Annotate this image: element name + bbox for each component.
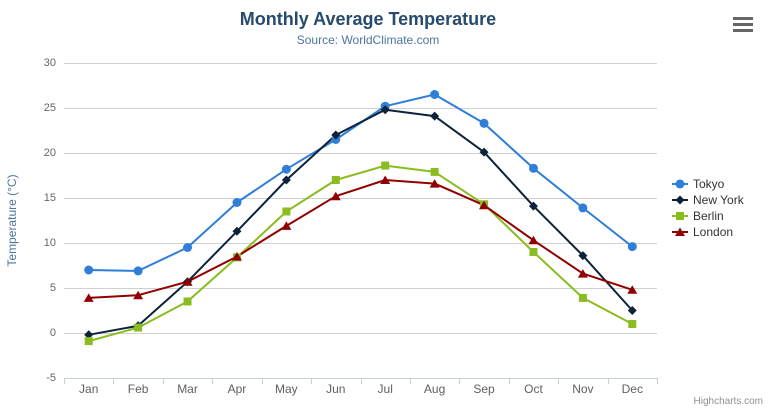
legend-item-new-york[interactable]: New York	[672, 192, 744, 207]
legend-label: New York	[693, 192, 744, 207]
data-point-tokyo[interactable]	[578, 203, 588, 213]
data-point-new-york[interactable]	[380, 105, 390, 115]
data-point-berlin	[676, 211, 684, 220]
data-point-new-york[interactable]	[479, 147, 489, 157]
x-axis-label: Mar	[177, 382, 198, 396]
x-axis-label: Sep	[473, 382, 495, 396]
data-point-new-york[interactable]	[528, 201, 538, 211]
x-axis-labels: Jan Feb Mar Apr May Jun Jul Aug Sep Oct Nov Dec	[0, 382, 769, 398]
data-point-london[interactable]	[231, 252, 242, 261]
data-point-berlin[interactable]	[331, 176, 340, 184]
data-point-berlin[interactable]	[282, 207, 291, 216]
data-point-london[interactable]	[133, 290, 144, 300]
data-point-tokyo[interactable]	[84, 265, 94, 275]
y-axis-label: -5	[46, 372, 56, 384]
data-point-london[interactable]	[330, 191, 341, 201]
chart-title: Monthly Average Temperature	[239, 9, 497, 29]
data-point-london[interactable]	[83, 293, 94, 302]
data-point-tokyo[interactable]	[183, 243, 193, 252]
data-point-new-york[interactable]	[281, 175, 291, 185]
data-point-london[interactable]	[627, 285, 638, 294]
data-point-tokyo[interactable]	[479, 118, 489, 128]
data-point-berlin[interactable]	[84, 337, 93, 346]
legend-marker-square-icon	[672, 211, 688, 220]
legend-item-london[interactable]: London	[672, 224, 744, 239]
data-point-berlin[interactable]	[183, 297, 192, 306]
legend-marker-triangle-icon	[672, 227, 688, 236]
data-point-london[interactable]	[380, 175, 391, 185]
legend-item-tokyo[interactable]: Tokyo	[672, 176, 744, 191]
data-point-new-york[interactable]	[578, 251, 588, 261]
hamburger-icon	[733, 23, 753, 26]
x-axis-label: Jan	[79, 382, 99, 396]
data-point-berlin[interactable]	[134, 323, 143, 332]
data-point-berlin[interactable]	[628, 320, 637, 328]
data-point-berlin[interactable]	[578, 293, 587, 302]
series-line-london[interactable]	[87, 179, 634, 299]
y-axis-labels: -5 0 5 10 15 20 25 30	[16, 0, 56, 416]
data-point-london[interactable]	[429, 179, 440, 188]
series-line-tokyo[interactable]	[87, 93, 634, 272]
data-point-berlin[interactable]	[381, 161, 390, 170]
data-point-london[interactable]	[528, 235, 539, 245]
legend-label: London	[693, 224, 734, 239]
data-point-london[interactable]	[479, 200, 490, 210]
x-axis-label: Apr	[227, 382, 247, 396]
hamburger-icon	[733, 29, 753, 32]
legend-marker-diamond-icon	[672, 195, 688, 204]
y-axis-label: 30	[43, 57, 56, 69]
credits-link[interactable]: Highcharts.com	[693, 396, 763, 407]
x-axis-label: Dec	[621, 382, 643, 396]
legend-marker-circle-icon	[672, 179, 688, 188]
x-axis-label: Nov	[572, 382, 594, 396]
y-axis-label: 25	[43, 102, 56, 114]
x-axis-label: Oct	[524, 382, 543, 396]
data-point-berlin[interactable]	[529, 248, 538, 256]
data-point-new-york[interactable]	[430, 111, 440, 121]
legend: Tokyo New York Berlin London	[672, 177, 744, 241]
data-point-tokyo[interactable]	[281, 164, 291, 174]
data-point-new-york	[675, 195, 685, 204]
y-axis-label: 20	[43, 147, 56, 159]
y-axis-label: 0	[49, 327, 56, 339]
y-axis-title: Temperature (°C)	[5, 174, 19, 266]
data-point-london[interactable]	[577, 269, 588, 278]
y-axis-label: 5	[49, 282, 56, 294]
series-line-berlin[interactable]	[87, 164, 634, 343]
data-point-tokyo[interactable]	[430, 90, 440, 99]
data-point-new-york[interactable]	[627, 306, 637, 315]
data-point-tokyo[interactable]	[528, 163, 538, 173]
data-point-new-york[interactable]	[232, 226, 242, 236]
x-axis-label: Jul	[377, 382, 393, 396]
series-line-new-york[interactable]	[87, 108, 634, 336]
hamburger-icon	[733, 17, 753, 20]
data-point-berlin[interactable]	[430, 167, 439, 176]
data-point-london[interactable]	[281, 221, 292, 230]
chart-subtitle: Source: WorldClimate.com	[296, 33, 440, 47]
x-axis-label: May	[275, 382, 298, 396]
legend-item-berlin[interactable]: Berlin	[672, 208, 744, 223]
context-menu-button[interactable]	[731, 16, 755, 33]
data-point-new-york[interactable]	[331, 130, 341, 140]
data-point-new-york[interactable]	[84, 330, 94, 340]
x-axis-label: Aug	[423, 382, 446, 396]
data-point-tokyo[interactable]	[627, 242, 637, 252]
legend-label: Tokyo	[693, 176, 725, 191]
x-axis-label: Jun	[326, 382, 346, 396]
y-axis-label: 15	[43, 192, 56, 204]
data-point-tokyo[interactable]	[133, 266, 143, 276]
y-axis-label: 10	[43, 237, 56, 249]
x-axis-label: Feb	[127, 382, 149, 396]
data-point-london[interactable]	[182, 277, 193, 286]
data-point-tokyo	[675, 179, 685, 188]
data-point-tokyo[interactable]	[232, 198, 242, 207]
data-point-london	[675, 227, 685, 236]
legend-label: Berlin	[693, 208, 724, 223]
